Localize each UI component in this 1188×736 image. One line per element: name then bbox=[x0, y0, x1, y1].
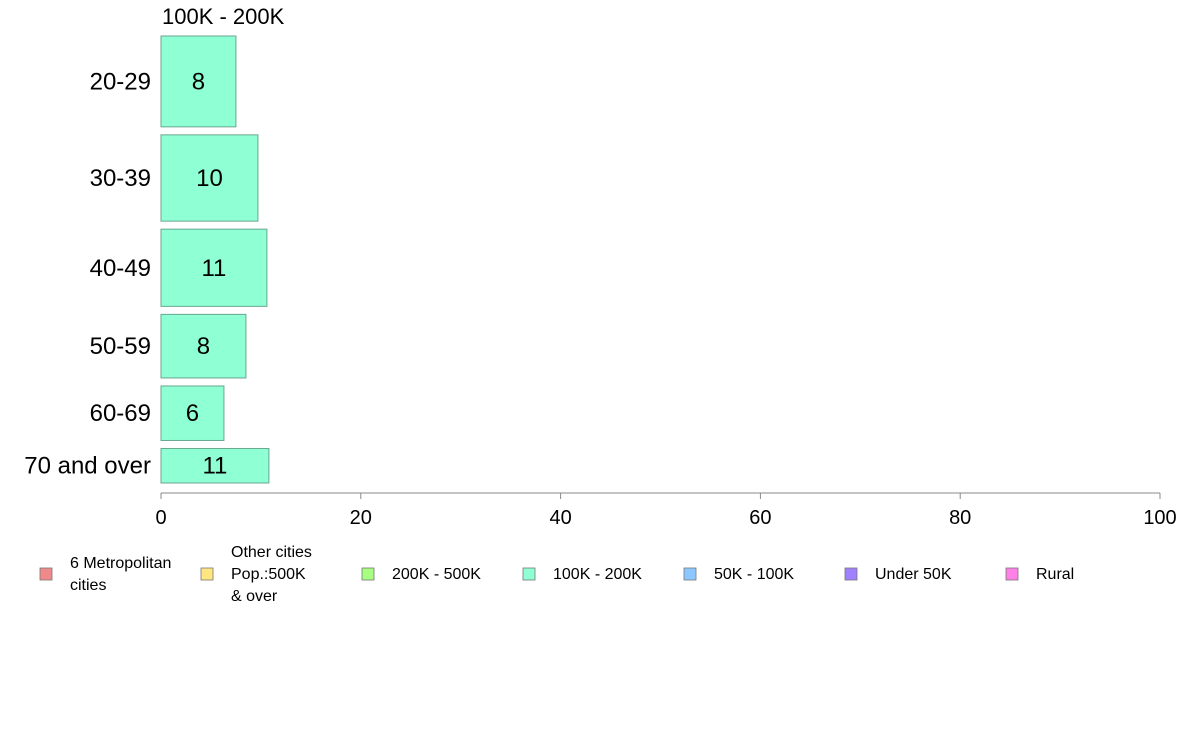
bar-value-label: 11 bbox=[201, 255, 226, 282]
legend-label: cities bbox=[70, 577, 106, 594]
bar-value-label: 10 bbox=[196, 165, 223, 192]
bar-60-69 bbox=[160, 385, 225, 441]
legend-swatch bbox=[844, 567, 858, 581]
x-tick-label: 80 bbox=[949, 507, 971, 529]
legend-label: 200K - 500K bbox=[392, 566, 481, 583]
legend-swatch bbox=[361, 567, 375, 581]
bar-40-49 bbox=[160, 228, 268, 307]
category-label: 20-29 bbox=[90, 68, 151, 95]
legend-swatch bbox=[522, 567, 536, 581]
bar-70-and-over bbox=[160, 447, 270, 484]
x-tick-label: 100 bbox=[1143, 507, 1176, 529]
x-axis: 0 20 40 60 80 100 bbox=[155, 492, 1177, 529]
x-tick-label: 20 bbox=[350, 507, 372, 529]
legend: 6 Metropolitan cities Other cities Pop.:50… bbox=[39, 544, 1074, 605]
category-label: 40-49 bbox=[90, 255, 151, 282]
panel-title: 100K - 200K bbox=[162, 4, 285, 29]
bar-value-label: 6 bbox=[186, 400, 199, 427]
x-tick-label: 0 bbox=[155, 507, 166, 529]
legend-swatch bbox=[39, 567, 53, 581]
category-label: 70 and over bbox=[24, 453, 151, 480]
legend-label: Other cities bbox=[231, 544, 312, 561]
category-label: 30-39 bbox=[90, 165, 151, 192]
bar-value-label: 11 bbox=[202, 453, 227, 480]
category-label: 60-69 bbox=[90, 400, 151, 427]
bar-20-29 bbox=[160, 35, 237, 128]
legend-label: Under 50K bbox=[875, 566, 952, 583]
bar-value-label: 8 bbox=[192, 68, 205, 95]
x-tick-label: 40 bbox=[549, 507, 571, 529]
legend-swatch bbox=[200, 567, 214, 581]
legend-label: 100K - 200K bbox=[553, 566, 642, 583]
legend-label: 6 Metropolitan bbox=[70, 555, 171, 572]
legend-label: 50K - 100K bbox=[714, 566, 794, 583]
bars-layer: 8 20-29 10 30-39 11 40-49 8 50-59 6 60-69 11 70 and… bbox=[24, 35, 270, 484]
x-tick-label: 60 bbox=[749, 507, 771, 529]
bar-30-39 bbox=[160, 134, 259, 222]
bar-value-label: 8 bbox=[197, 333, 210, 360]
legend-swatch bbox=[1005, 567, 1019, 581]
legend-swatch bbox=[683, 567, 697, 581]
bar-50-59 bbox=[160, 313, 247, 379]
legend-label: Pop.:500K bbox=[231, 566, 306, 583]
category-label: 50-59 bbox=[90, 333, 151, 360]
legend-label: Rural bbox=[1036, 566, 1074, 583]
legend-label: & over bbox=[231, 588, 278, 605]
